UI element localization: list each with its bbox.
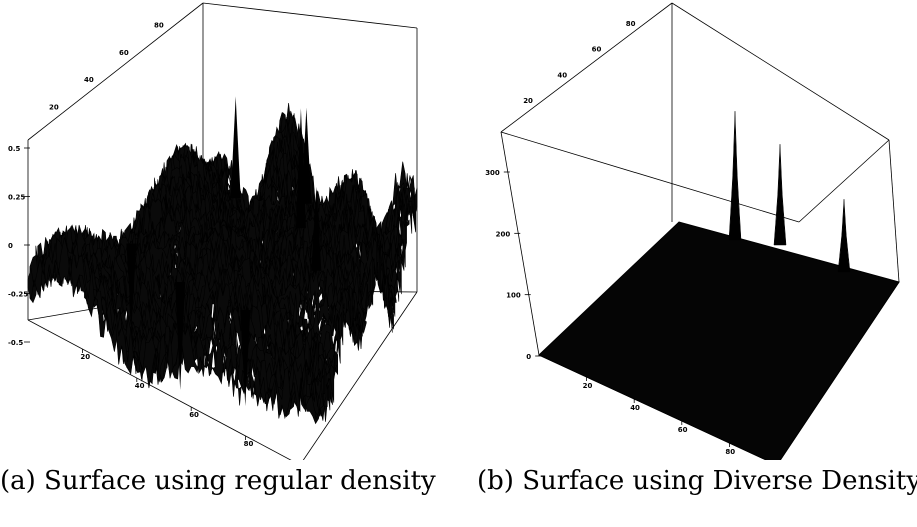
box-edge-front-bottom	[27, 319, 292, 460]
box-edge-right-back	[888, 139, 900, 283]
y-tick-label: 20	[523, 97, 533, 105]
box-edge-top-left	[27, 2, 204, 141]
surface-spike	[311, 186, 322, 271]
box-edge-front-left	[500, 131, 540, 356]
x-tick-label: 20	[583, 382, 593, 390]
surface-peak	[837, 199, 851, 273]
surface-peak	[728, 111, 742, 241]
caption-a: (a) Surface using regular density	[0, 466, 436, 496]
x-tick-label: 60	[189, 411, 199, 419]
surface-floor	[538, 221, 900, 460]
x-tick-label: 40	[135, 382, 145, 390]
surface-plot-regular-density: 0.50.250-0.25-0.52040608010020406080100	[8, 0, 418, 460]
y-tick-label: 40	[84, 76, 94, 84]
surface-spike	[301, 107, 312, 204]
y-tick-label: 60	[119, 49, 129, 57]
box-edge-top-right	[798, 139, 890, 223]
surface-spike	[175, 282, 186, 390]
y-tick-label: 40	[557, 71, 567, 79]
surface-band	[27, 237, 301, 420]
x-tick-label: 60	[678, 426, 688, 434]
y-tick-label: 100	[660, 0, 675, 2]
surface-spike	[126, 243, 137, 328]
z-tick-label: 200	[496, 230, 511, 238]
z-tick-label: 100	[506, 292, 521, 300]
z-tick-label: -0.25	[8, 291, 28, 299]
z-tick-label: 0.5	[8, 145, 21, 153]
panel-diverse-density: 01002003002040608010020406080100 (b) Sur…	[459, 0, 917, 527]
x-tick-label: 40	[630, 404, 640, 412]
surface-mesh	[27, 102, 418, 425]
y-tick-label: 100	[189, 0, 204, 2]
z-tick-label: 0	[8, 242, 13, 250]
surface-plot-diverse-density: 01002003002040608010020406080100	[485, 0, 900, 460]
box-edge-top-front	[500, 131, 800, 223]
box-edge-top-back	[671, 2, 890, 141]
z-tick-label: 0	[526, 353, 531, 361]
z-tick-label: 300	[485, 169, 500, 177]
x-tick-label: 80	[244, 440, 254, 448]
caption-b: (b) Surface using Diverse Density	[477, 466, 917, 496]
z-tick-label: -0.5	[8, 339, 23, 347]
surface-peak	[773, 144, 787, 246]
x-tick-label: 20	[80, 353, 90, 361]
y-tick-label: 80	[626, 20, 636, 28]
y-tick-label: 80	[154, 21, 164, 29]
surface-band	[93, 188, 345, 352]
box-edge-right-bottom	[302, 291, 418, 460]
box-edge-top-back	[202, 2, 418, 29]
z-tick-label: 0.25	[8, 194, 25, 202]
y-tick-label: 20	[49, 104, 59, 112]
box-edge-top-left	[500, 2, 673, 133]
panel-regular-density: 0.50.250-0.25-0.52040608010020406080100 …	[0, 0, 458, 527]
x-tick-label: 80	[725, 448, 735, 456]
surface-spike	[240, 310, 251, 406]
y-tick-label: 60	[592, 46, 602, 54]
surface-spike	[230, 96, 241, 199]
